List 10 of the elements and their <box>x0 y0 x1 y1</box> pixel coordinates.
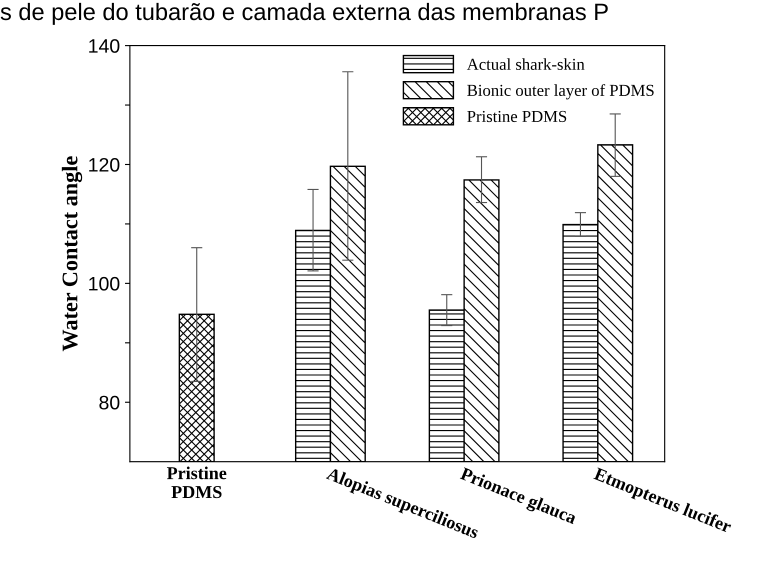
y-tick-label: 140 <box>89 39 120 53</box>
y-tick-label: 80 <box>99 396 120 410</box>
chart-title: s de pele do tubarão e camada externa das membranas P <box>0 2 608 25</box>
y-tick-label: 120 <box>89 158 120 172</box>
legend-label: Actual shark-skin <box>466 58 585 70</box>
x-tick-label: Pristine PDMS <box>166 466 226 498</box>
legend-label: Bionic outer layer of PDMS <box>467 84 654 100</box>
y-tick-label: 100 <box>89 276 120 291</box>
legend-label: Pristine PDMS <box>467 110 566 122</box>
y-axis-title: Water Contact angle <box>62 156 82 352</box>
